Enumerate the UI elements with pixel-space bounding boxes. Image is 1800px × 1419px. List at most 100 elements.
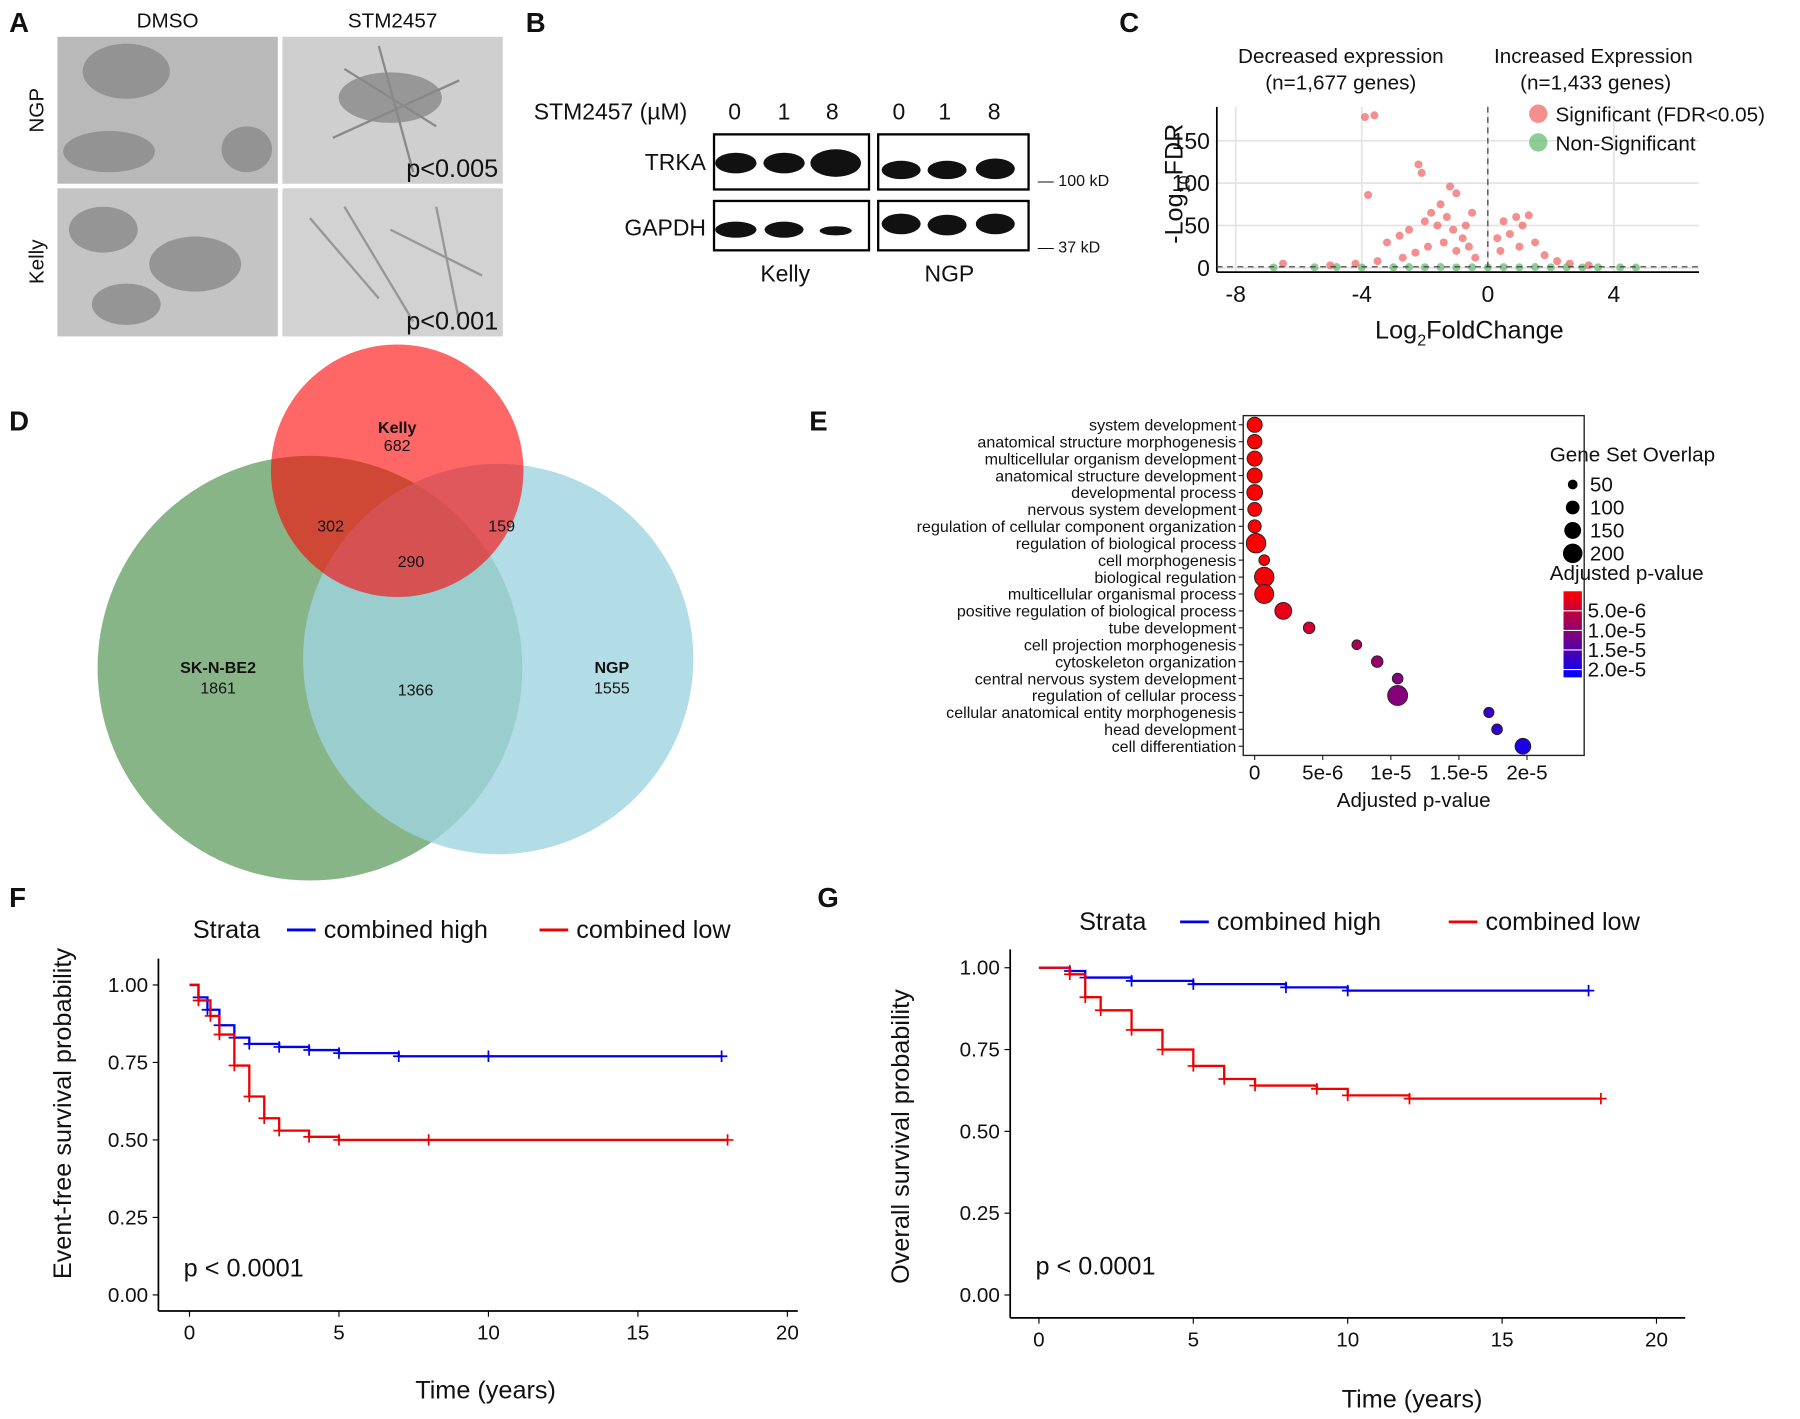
- size-marker: — 100 kD: [1038, 172, 1109, 190]
- x-tick-label: 5: [333, 1322, 345, 1345]
- point: [1452, 189, 1461, 198]
- censor-mark: [243, 1038, 256, 1050]
- x-tick-label: -8: [1226, 281, 1246, 307]
- point: [1496, 246, 1505, 255]
- point: [1468, 263, 1477, 272]
- dot: [1491, 723, 1503, 736]
- point: [1351, 259, 1360, 268]
- colorbar-label: 1.0e-5: [1588, 619, 1647, 642]
- x-tick-label: 0: [1481, 281, 1494, 307]
- point: [1414, 160, 1423, 169]
- censor-mark: [1218, 1073, 1230, 1085]
- protein-label: TRKA: [645, 149, 707, 175]
- point: [1499, 263, 1508, 272]
- censor-mark: [333, 1047, 345, 1059]
- y-axis-label: -Log10FDR: [1160, 124, 1193, 244]
- point: [1370, 111, 1379, 120]
- point: [1449, 225, 1458, 234]
- annotation: Decreased expression: [1238, 45, 1444, 68]
- point: [1411, 248, 1420, 257]
- x-tick-label: 0: [184, 1322, 196, 1345]
- point: [1357, 263, 1366, 272]
- x-tick-label: 15: [626, 1322, 649, 1345]
- y-tick-label: cell differentiation: [1112, 738, 1237, 756]
- annotation: Increased Expression: [1494, 45, 1693, 68]
- censor-mark: [1595, 1092, 1607, 1105]
- point: [1616, 263, 1625, 272]
- annotation: p < 0.0001: [184, 1255, 304, 1283]
- dot: [1246, 450, 1263, 467]
- point: [1452, 246, 1461, 255]
- y-tick-label: system development: [1089, 417, 1237, 435]
- dot: [1387, 685, 1409, 706]
- censor-mark: [1156, 1043, 1169, 1056]
- dot: [1246, 467, 1263, 484]
- row-label: Kelly: [26, 239, 49, 284]
- legend-size: [1565, 500, 1580, 515]
- panel-label: F: [9, 882, 26, 913]
- censor-mark: [1249, 1079, 1261, 1092]
- legend-label: combined high: [324, 916, 488, 944]
- colorbar-label: 2.0e-5: [1588, 658, 1647, 681]
- panel-label: E: [809, 406, 827, 437]
- censor-mark: [1341, 984, 1354, 997]
- censor-mark: [1341, 1089, 1354, 1102]
- y-tick-label: 0.00: [108, 1284, 148, 1307]
- label-part: 2: [1417, 332, 1426, 350]
- annotation: (n=1,677 genes): [1265, 72, 1416, 95]
- censor-mark: [1280, 981, 1292, 994]
- y-tick-label: 0.00: [960, 1284, 1000, 1307]
- y-tick-label: multicellular organismal process: [1008, 586, 1237, 604]
- point: [1382, 238, 1392, 247]
- censor-mark: [243, 1090, 256, 1103]
- censor-mark: [273, 1124, 285, 1137]
- censor-mark: [303, 1131, 315, 1143]
- legend-label: combined low: [576, 916, 731, 944]
- censor-mark: [715, 1050, 728, 1062]
- panel-label: B: [526, 7, 546, 38]
- y-tick-label: 50: [1184, 213, 1210, 239]
- x-tick-label: 5e-6: [1302, 762, 1343, 785]
- x-tick-label: 1e-5: [1370, 762, 1411, 785]
- y-tick-label: multicellular organism development: [985, 450, 1237, 468]
- dose: 1: [938, 98, 951, 124]
- y-tick-label: developmental process: [1071, 484, 1236, 502]
- censor-mark: [228, 1059, 241, 1072]
- y-tick-label: regulation of cellular component organiz…: [917, 518, 1237, 536]
- x-tick-label: 20: [1645, 1329, 1668, 1352]
- y-tick-label: 0.50: [108, 1129, 148, 1152]
- censor-mark: [721, 1134, 734, 1146]
- panel-label: A: [9, 7, 29, 38]
- y-tick-label: nervous system development: [1027, 501, 1236, 519]
- blot-bands: [715, 149, 1015, 238]
- point: [1471, 253, 1480, 262]
- point: [1405, 263, 1414, 272]
- legend-title: Strata: [193, 916, 261, 944]
- overlap-count: 159: [488, 518, 515, 536]
- censor-mark: [1125, 975, 1138, 987]
- y-tick-label: cellular anatomical entity morphogenesis: [946, 704, 1236, 722]
- y-axis-label: Overall survival probability: [887, 989, 915, 1284]
- overlap-count: 290: [398, 553, 425, 571]
- dot: [1245, 533, 1267, 554]
- panel-b: STM2457 (µM) 0 1 8 0 1 8 TRKA GAPDH — 10…: [534, 98, 1109, 286]
- censor-mark: [1094, 1004, 1107, 1017]
- y-tick-label: 0.50: [960, 1120, 1000, 1143]
- panel-label: D: [9, 406, 29, 437]
- overlap-count: 302: [317, 518, 344, 536]
- legend-symbol: [1529, 104, 1548, 123]
- y-tick-label: 150: [1172, 128, 1210, 154]
- x-tick-label: 0: [1033, 1329, 1044, 1352]
- dot: [1247, 519, 1262, 534]
- x-tick-label: 5: [1188, 1329, 1200, 1352]
- label-part: -Log: [1160, 193, 1188, 244]
- censor-mark: [1064, 968, 1076, 981]
- point: [1458, 234, 1467, 243]
- censor-mark: [204, 1010, 217, 1022]
- point: [1427, 208, 1436, 217]
- point: [1373, 257, 1382, 266]
- dot: [1370, 655, 1384, 668]
- point: [1493, 234, 1502, 243]
- size-marker: — 37 kD: [1038, 239, 1101, 257]
